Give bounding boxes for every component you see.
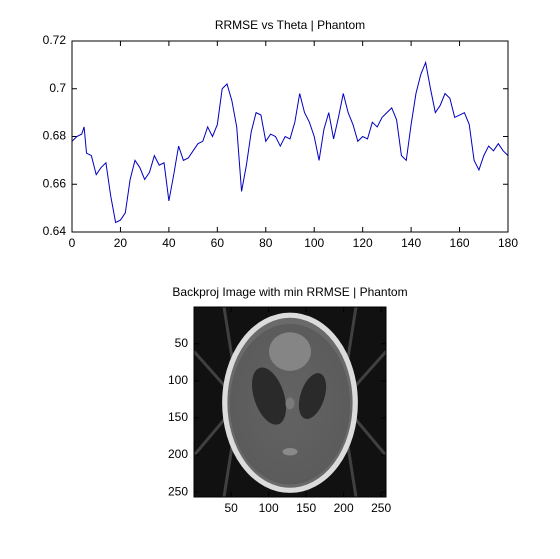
line-series <box>71 60 509 224</box>
y-tick-label: 0.66 <box>43 176 67 190</box>
x-tick-label: 60 <box>211 236 225 250</box>
y-tick-label: 150 <box>168 410 188 424</box>
x-tick-label: 50 <box>224 501 238 515</box>
x-tick-label: 150 <box>296 501 316 515</box>
image <box>194 307 386 497</box>
plot-area <box>72 41 508 232</box>
y-tick-label: 0.68 <box>43 129 67 143</box>
x-tick-label: 40 <box>162 236 176 250</box>
x-tick-label: 100 <box>304 236 324 250</box>
x-tick-label: 100 <box>259 501 279 515</box>
y-tick-label: 0.7 <box>49 81 66 95</box>
x-tick-label: 140 <box>401 236 421 250</box>
x-tick-label: 80 <box>259 236 273 250</box>
x-tick-label: 160 <box>450 236 470 250</box>
chart-title: RRMSE vs Theta | Phantom <box>215 18 365 32</box>
x-tick-label: 250 <box>371 501 391 515</box>
axes-frame <box>71 40 509 233</box>
y-tick-label: 200 <box>168 447 188 461</box>
y-tick-label: 0.64 <box>43 224 67 238</box>
x-tick-label: 0 <box>69 236 76 250</box>
x-tick-label: 200 <box>334 501 354 515</box>
x-tick-label: 180 <box>498 236 518 250</box>
y-tick-label: 50 <box>175 336 189 350</box>
image-frame <box>193 306 387 498</box>
phantom-image <box>194 307 386 497</box>
x-tick-label: 120 <box>353 236 373 250</box>
x-tick-label: 20 <box>114 236 128 250</box>
chart-title: Backproj Image with min RRMSE | Phantom <box>172 285 407 299</box>
y-tick-label: 250 <box>168 484 188 498</box>
y-tick-label: 100 <box>168 373 188 387</box>
y-tick-label: 0.72 <box>43 33 67 47</box>
